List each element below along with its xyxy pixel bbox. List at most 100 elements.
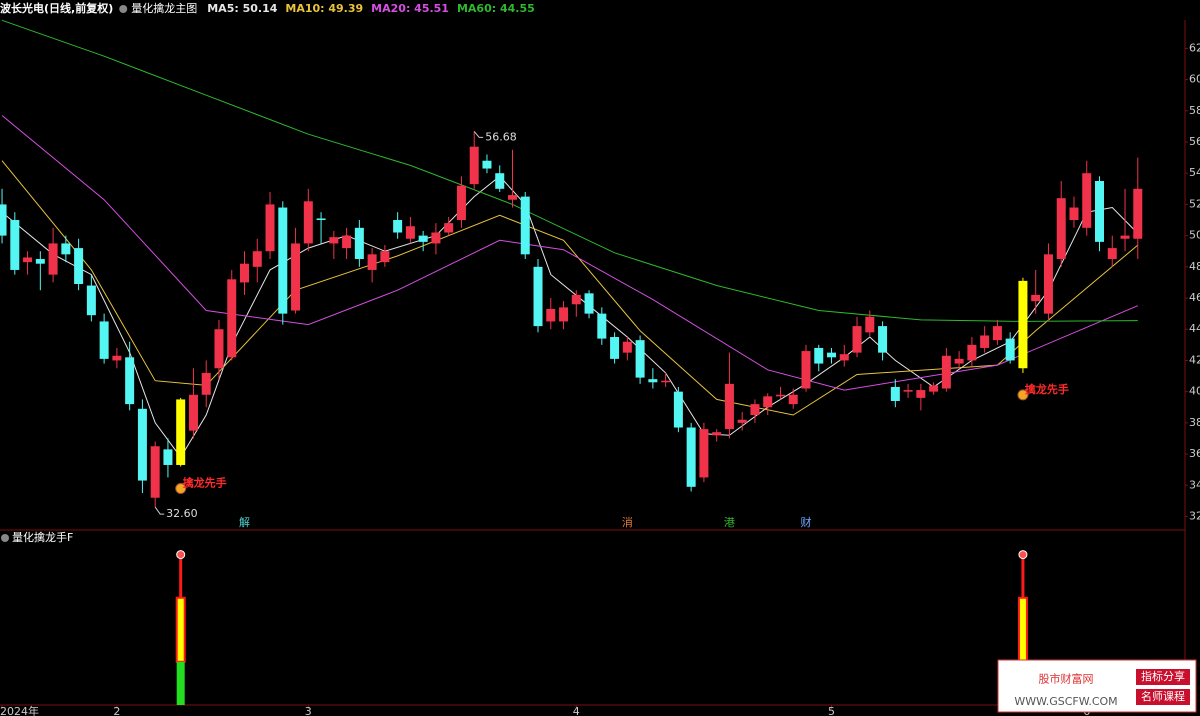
candle-body bbox=[367, 254, 377, 270]
candle-body bbox=[1031, 294, 1041, 302]
candle-body bbox=[750, 404, 760, 416]
annotation-label: 32.60 bbox=[166, 507, 198, 520]
annotation-leader bbox=[473, 131, 484, 138]
candle-body bbox=[788, 394, 798, 405]
candle-body bbox=[227, 279, 237, 358]
y-tick-label: 60 bbox=[1189, 73, 1200, 86]
y-tick-label: 50 bbox=[1189, 229, 1200, 242]
y-tick-label: 48 bbox=[1189, 260, 1200, 273]
candle-body bbox=[278, 207, 288, 314]
candle-body bbox=[125, 357, 135, 405]
annotation-label: 56.68 bbox=[485, 130, 517, 143]
x-tick-label: 5 bbox=[828, 705, 835, 716]
candle-body bbox=[571, 294, 581, 305]
candle-body bbox=[354, 227, 364, 260]
candle-body bbox=[176, 399, 186, 465]
candle-body bbox=[992, 326, 1002, 341]
candle-body bbox=[291, 243, 301, 311]
candle-body bbox=[724, 383, 734, 430]
candle-body bbox=[686, 427, 696, 487]
candle-body bbox=[1005, 338, 1015, 361]
candle-body bbox=[99, 321, 109, 359]
candle-body bbox=[418, 235, 428, 242]
candle-body bbox=[163, 449, 173, 465]
candle-body bbox=[890, 386, 900, 401]
candle-body bbox=[916, 390, 926, 398]
candle-body bbox=[1095, 181, 1105, 242]
legend-entry: MA60: 44.55 bbox=[457, 2, 535, 15]
candle-body bbox=[0, 204, 7, 236]
signal-icon bbox=[175, 483, 187, 495]
y-tick-label: 54 bbox=[1189, 166, 1200, 179]
candle-body bbox=[775, 394, 785, 397]
candle-body bbox=[405, 226, 415, 239]
candle-body bbox=[74, 248, 84, 284]
candle-body bbox=[1082, 173, 1092, 228]
chart-title: 波长光电(日线,前复权) bbox=[0, 1, 113, 15]
y-tick-label: 52 bbox=[1189, 197, 1200, 210]
candle-body bbox=[661, 380, 671, 383]
y-tick-label: 46 bbox=[1189, 291, 1200, 304]
candle-body bbox=[878, 326, 888, 353]
ma-line bbox=[1, 115, 1138, 391]
ma-line bbox=[1, 160, 1139, 416]
candle-body bbox=[1056, 198, 1066, 260]
candle-body bbox=[316, 218, 326, 221]
event-marker: 财 bbox=[800, 515, 811, 529]
candle-body bbox=[622, 341, 632, 353]
ma-line bbox=[1, 19, 1138, 322]
candle-body bbox=[967, 344, 977, 361]
candle-body bbox=[112, 355, 122, 361]
legend-entry: MA20: 45.51 bbox=[371, 2, 449, 15]
signal-ball bbox=[176, 550, 186, 560]
candle-body bbox=[597, 313, 607, 339]
y-tick-label: 40 bbox=[1189, 385, 1200, 398]
candle-body bbox=[1043, 254, 1053, 314]
candle-body bbox=[431, 232, 441, 244]
signal-label: 擒龙先手 bbox=[1025, 382, 1069, 396]
candle-body bbox=[941, 355, 951, 389]
candle-body bbox=[546, 308, 556, 322]
candle-body bbox=[839, 354, 849, 361]
candle-body bbox=[303, 201, 313, 244]
watermark-tag: 名师课程 bbox=[1141, 689, 1185, 703]
candle-body bbox=[559, 307, 569, 322]
y-tick-label: 58 bbox=[1189, 104, 1200, 117]
candle-body bbox=[814, 347, 824, 364]
candle-body bbox=[827, 352, 837, 358]
candle-body bbox=[1107, 248, 1117, 260]
icon bbox=[119, 5, 128, 13]
watermark-name: 股市财富网 bbox=[1039, 672, 1094, 686]
candle-body bbox=[10, 220, 20, 270]
candle-body bbox=[929, 385, 939, 392]
candle-body bbox=[903, 390, 913, 392]
candle-body bbox=[342, 235, 352, 249]
candle-body bbox=[763, 396, 773, 408]
candle-body bbox=[584, 293, 594, 314]
candle-body bbox=[495, 173, 505, 189]
y-tick-label: 36 bbox=[1189, 447, 1200, 460]
y-tick-label: 32 bbox=[1189, 509, 1200, 522]
candle-body bbox=[954, 358, 964, 364]
indicator-title: 量化擒龙手F bbox=[12, 530, 73, 544]
candle-body bbox=[48, 243, 58, 275]
signal-base bbox=[176, 661, 185, 705]
candle-body bbox=[456, 185, 466, 221]
y-tick-label: 44 bbox=[1189, 322, 1200, 335]
candle-body bbox=[610, 337, 620, 359]
candle-body bbox=[329, 237, 339, 244]
watermark-tag: 指标分享 bbox=[1141, 669, 1185, 683]
candle-body bbox=[1133, 188, 1143, 239]
event-marker: 解 bbox=[239, 515, 250, 529]
x-tick-label: 3 bbox=[305, 705, 312, 716]
chart-subtitle: 量化擒龙主图 bbox=[131, 1, 197, 15]
legend-entry: MA5: 50.14 bbox=[207, 2, 277, 15]
ma-line bbox=[1, 175, 1139, 459]
event-marker: 港 bbox=[724, 516, 735, 529]
tag-box bbox=[1136, 689, 1190, 705]
x-tick-label: 2 bbox=[113, 705, 120, 716]
signal-icon bbox=[1017, 389, 1029, 401]
signal-ball bbox=[1018, 550, 1028, 560]
candle-body bbox=[469, 146, 479, 185]
candle-body bbox=[444, 223, 454, 233]
